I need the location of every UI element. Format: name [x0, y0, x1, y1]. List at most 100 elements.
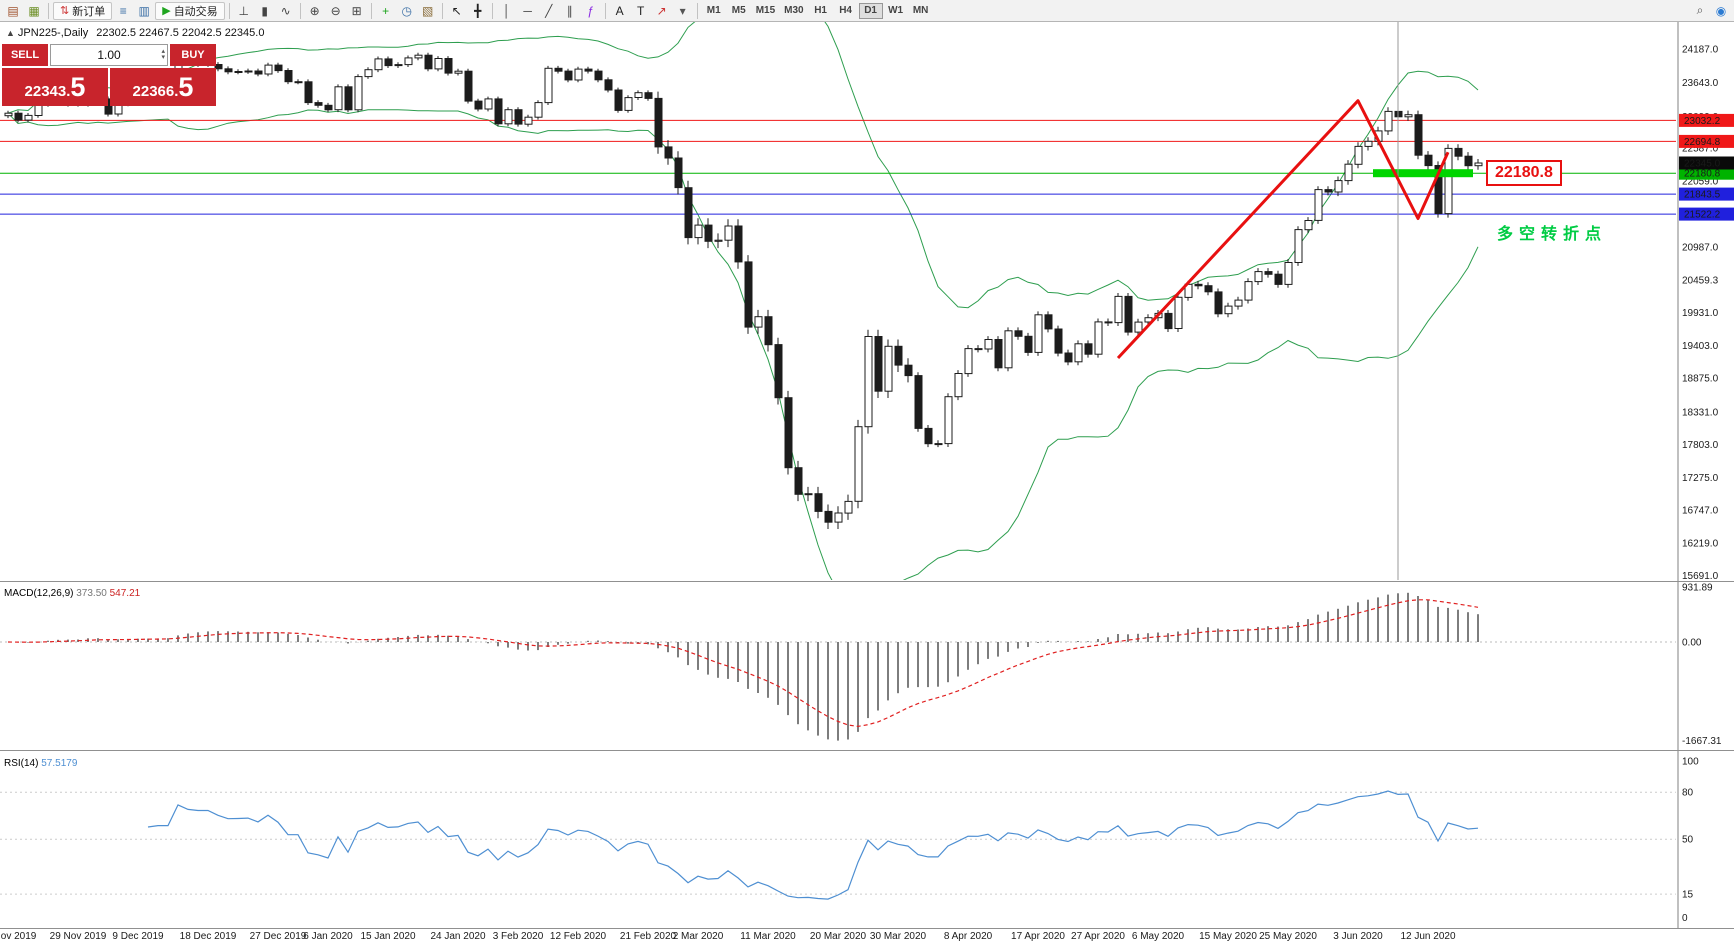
new-order-button-icon: ⇅ [60, 5, 70, 17]
macd-signal-line [7, 599, 1479, 728]
tile-windows-icon[interactable]: ⊞ [351, 3, 362, 18]
toolbar-separator [696, 2, 698, 19]
sell-price-value: 22343. [24, 82, 71, 100]
price-tag-22694.8: 22694.8 [1679, 134, 1734, 148]
price-tick: 22059.0 [1682, 176, 1719, 187]
spinner-up-icon[interactable]: ▴ [161, 48, 165, 55]
toolbar-separator [228, 2, 230, 19]
tick-direction-icon: ▲ [6, 28, 15, 38]
buy-price-pips: 5 [178, 71, 194, 102]
annotation-text[interactable]: 多空转折点 [1497, 226, 1608, 243]
bollinger-bands [7, 22, 1479, 580]
horizontal-line-icon[interactable]: ─ [523, 3, 532, 18]
search-icon[interactable]: ⌕ [1696, 3, 1704, 17]
price-tick: 23643.0 [1682, 78, 1719, 89]
price-axis[interactable]: 24187.023643.023099.022587.022059.020987… [1677, 22, 1734, 928]
date-label: 6 Jan 2020 [303, 931, 353, 942]
price-tick: 17803.0 [1682, 440, 1719, 451]
new-chart-icon[interactable]: ▤ [7, 3, 19, 18]
bar-chart-icon[interactable]: ⊥ [238, 3, 249, 18]
rsi-label: RSI(14) 57.5179 [4, 758, 78, 769]
indicators-icon[interactable]: + [382, 3, 390, 18]
support-highlight-bar[interactable] [1373, 169, 1473, 178]
trendline-icon[interactable]: ╱ [545, 3, 553, 18]
svg-text:22694.8: 22694.8 [1684, 137, 1721, 148]
date-label: 6 May 2020 [1132, 931, 1185, 942]
rsi-tick: 80 [1682, 788, 1694, 799]
volume-input[interactable]: 1.00 ▴ ▾ [50, 44, 168, 66]
date-label: 29 Nov 2019 [50, 931, 107, 942]
date-label: 24 Jan 2020 [430, 931, 485, 942]
mql5-community-icon[interactable]: ◉ [1715, 3, 1727, 18]
price-tick: 20987.0 [1682, 243, 1719, 254]
timeframe-button-m15[interactable]: M15 [755, 5, 776, 16]
macd-tick: 0.00 [1682, 637, 1702, 648]
rsi-line [147, 790, 1479, 900]
arrow-tools-icon[interactable]: ↗ [656, 3, 667, 18]
price-tag-23032.2: 23032.2 [1679, 113, 1734, 127]
data-window-icon[interactable]: ▥ [138, 3, 150, 18]
buy-price-value: 22366. [132, 82, 179, 100]
date-label: 30 Mar 2020 [870, 931, 927, 942]
svg-text:21522.2: 21522.2 [1684, 210, 1721, 221]
zoom-out-icon[interactable]: ⊖ [330, 3, 341, 18]
rsi-tick: 0 [1682, 913, 1688, 924]
timeframe-button-m5[interactable]: M5 [731, 5, 746, 16]
timeframe-button-w1[interactable]: W1 [888, 5, 904, 16]
sell-price-button[interactable]: 22343. 5 [2, 68, 108, 106]
vertical-line-icon[interactable]: │ [502, 3, 511, 18]
buy-price-button[interactable]: 22366. 5 [110, 68, 216, 106]
time-axis[interactable]: 20 Nov 2019 29 Nov 2019 9 Dec 2019 18 Dec 2… [0, 931, 1456, 942]
profiles-icon[interactable]: ▦ [28, 3, 40, 18]
candlestick-chart-icon[interactable]: ▮ [261, 3, 268, 18]
buy-button[interactable]: BUY [170, 44, 216, 66]
volume-spinner[interactable]: ▴ ▾ [161, 46, 165, 64]
date-label: 20 Mar 2020 [810, 931, 867, 942]
auto-trading-button[interactable]: ▶ 自动交易 [155, 1, 225, 20]
price-tick: 17275.0 [1682, 473, 1719, 484]
market-watch-icon[interactable]: ≡ [119, 3, 127, 18]
channel-icon[interactable]: ∥ [566, 3, 573, 18]
volume-value: 1.00 [97, 48, 121, 62]
timeframe-button-m30[interactable]: M30 [784, 5, 804, 16]
price-tick: 15691.0 [1682, 571, 1719, 582]
spinner-down-icon[interactable]: ▾ [161, 54, 165, 61]
macd-tick: -1667.31 [1682, 736, 1722, 747]
crosshair-icon[interactable]: ╋ [474, 3, 482, 18]
templates-icon[interactable]: ▧ [422, 3, 434, 18]
date-label: 11 Mar 2020 [740, 931, 796, 942]
timeframe-button-h1[interactable]: H1 [814, 5, 827, 16]
new-order-button[interactable]: ⇅ 新订单 [53, 1, 113, 20]
date-label: 27 Dec 2019 [250, 931, 307, 942]
chart-title: ▲ JPN225-,Daily 22302.5 22467.5 22042.5 22… [6, 27, 264, 39]
macd-histogram [17, 592, 1479, 741]
zoom-in-icon[interactable]: ⊕ [309, 3, 320, 18]
timeframe-button-m1[interactable]: M1 [706, 5, 721, 16]
date-label: 3 Feb 2020 [493, 931, 544, 942]
arrow-tools-dropdown-icon[interactable]: ▾ [679, 3, 686, 18]
date-label: 3 Jun 2020 [1333, 931, 1383, 942]
timeframe-button-d1[interactable]: D1 [858, 2, 883, 19]
date-label: 12 Jun 2020 [1400, 931, 1455, 942]
line-chart-icon[interactable]: ∿ [280, 3, 291, 18]
timeframe-button-mn[interactable]: MN [912, 5, 929, 16]
fibonacci-icon[interactable]: ƒ [587, 3, 595, 18]
price-tick: 22587.0 [1682, 144, 1719, 155]
timeframe-button-h4[interactable]: H4 [839, 5, 852, 16]
new-order-button-label: 新订单 [72, 5, 106, 18]
trend-zigzag-line[interactable] [1116, 99, 1450, 360]
toolbar-separator [370, 2, 372, 19]
cursor-icon[interactable]: ↖ [451, 3, 462, 18]
text-label-icon[interactable]: T [637, 3, 645, 18]
auto-trading-button-icon: ▶ [162, 5, 171, 17]
one-click-trading-panel: SELL 1.00 ▴ ▾ BUY 22343. 5 22366. 5 [0, 44, 218, 106]
price-callout-label[interactable]: 22180.8 [1486, 160, 1562, 187]
text-icon[interactable]: A [615, 3, 624, 18]
date-label: 20 Nov 2019 [0, 931, 37, 942]
rsi-pane: 100 80 50 15 0 RSI(14) 57.5179 [0, 756, 1699, 924]
toolbar-separator [299, 2, 301, 19]
sell-button[interactable]: SELL [2, 44, 48, 66]
svg-text:21843.5: 21843.5 [1684, 190, 1721, 201]
periods-icon[interactable]: ◷ [401, 3, 412, 18]
